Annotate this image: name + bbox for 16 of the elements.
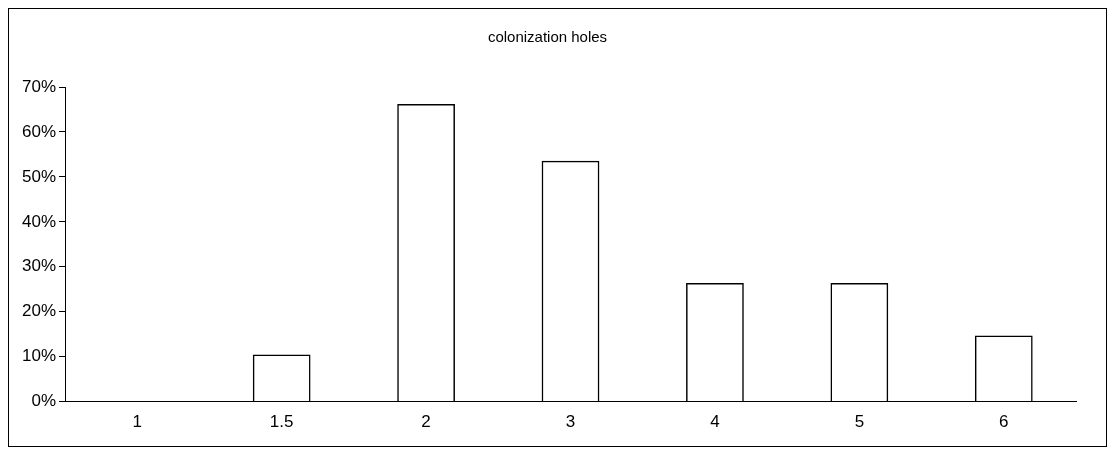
x-tick-label: 4 [710,412,720,432]
x-tick-label: 1.5 [269,412,294,432]
y-tick-label: 50% [21,166,57,186]
y-tick-label: 0% [31,391,57,411]
y-tick-label: 30% [21,256,57,276]
x-tick-label: 6 [999,412,1009,432]
x-tick-label: 2 [421,412,431,432]
y-tick-label: 70% [21,76,57,96]
x-tick-label: 1 [132,412,142,432]
y-tick-label: 10% [21,346,57,366]
y-tick-label: 20% [21,301,57,321]
y-tick-label: 60% [21,121,57,141]
x-tick-label: 3 [565,412,576,432]
chart-title: colonization holes [487,28,608,46]
x-tick-label: 5 [854,412,865,432]
y-tick-label: 40% [21,211,57,231]
